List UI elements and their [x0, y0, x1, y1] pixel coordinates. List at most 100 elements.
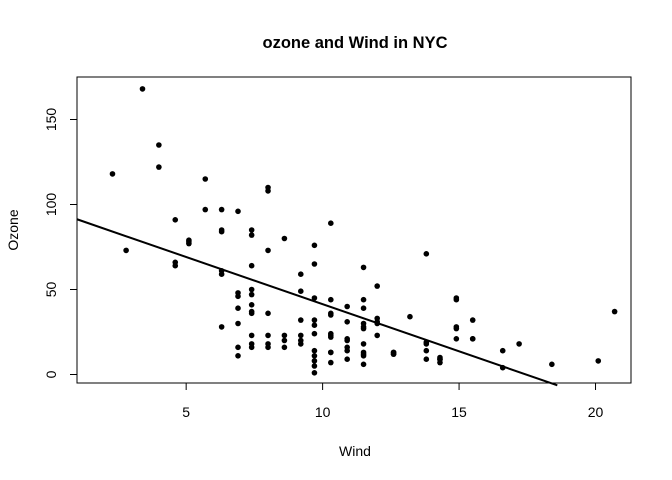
- data-point: [423, 341, 430, 347]
- data-point: [297, 271, 304, 278]
- data-point: [360, 320, 367, 327]
- data-point: [469, 317, 476, 323]
- y-tick-label: 150: [43, 108, 59, 132]
- data-point: [360, 341, 367, 347]
- data-point: [265, 184, 271, 191]
- x-tick-label: 15: [451, 404, 467, 420]
- data-point: [311, 295, 318, 301]
- data-point: [265, 310, 271, 317]
- data-point: [235, 305, 241, 312]
- data-point: [360, 325, 367, 332]
- data-point: [453, 336, 460, 342]
- data-point: [248, 341, 255, 347]
- y-tick-label: 100: [43, 193, 59, 217]
- data-point: [218, 324, 225, 330]
- data-point: [248, 291, 255, 298]
- x-axis-label: Wind: [339, 443, 371, 459]
- data-point: [248, 302, 255, 308]
- data-point: [311, 261, 318, 267]
- y-axis-label: Ozone: [5, 209, 21, 250]
- data-point: [328, 349, 334, 356]
- data-point: [360, 264, 367, 271]
- data-point: [407, 313, 413, 320]
- data-point: [235, 208, 241, 215]
- data-point: [311, 363, 318, 369]
- data-point: [374, 283, 380, 289]
- data-point: [297, 317, 304, 323]
- data-point: [235, 344, 241, 351]
- data-point: [297, 337, 304, 344]
- data-point: [311, 353, 318, 359]
- data-point: [595, 358, 602, 364]
- data-point: [248, 286, 255, 293]
- data-point: [265, 332, 271, 339]
- x-tick-label: 10: [315, 404, 331, 420]
- data-point: [235, 320, 241, 327]
- data-point: [516, 341, 522, 347]
- data-point: [281, 337, 288, 344]
- regression-line: [76, 218, 558, 387]
- data-point: [202, 176, 209, 182]
- data-point: [453, 296, 460, 303]
- data-point: [311, 322, 318, 329]
- data-point: [360, 296, 367, 303]
- data-point: [437, 356, 443, 363]
- data-point: [499, 347, 506, 354]
- data-point: [423, 347, 430, 354]
- data-point: [344, 336, 350, 342]
- data-point: [469, 336, 476, 342]
- data-point: [281, 235, 288, 242]
- data-point: [311, 242, 318, 249]
- data-point: [218, 206, 225, 213]
- data-point: [344, 303, 350, 310]
- data-point: [328, 330, 334, 337]
- y-axis: 0 50 100 150: [43, 108, 78, 378]
- data-point: [156, 142, 162, 148]
- data-point: [344, 356, 350, 363]
- data-point: [311, 317, 318, 323]
- data-point: [311, 370, 318, 376]
- data-point: [123, 247, 129, 254]
- data-point: [248, 262, 255, 269]
- data-point: [360, 349, 367, 356]
- data-point: [265, 341, 271, 347]
- data-point: [328, 296, 334, 303]
- data-point: [265, 247, 271, 254]
- data-point: [281, 332, 288, 339]
- y-tick-label: 50: [43, 282, 59, 298]
- data-point: [311, 347, 318, 354]
- data-point: [156, 164, 162, 170]
- data-point: [172, 259, 179, 266]
- data-point: [172, 217, 179, 223]
- data-point: [248, 232, 255, 238]
- x-tick-label: 5: [182, 404, 190, 420]
- data-point: [218, 271, 225, 278]
- y-tick-label: 0: [43, 370, 59, 378]
- data-point: [235, 353, 241, 359]
- data-point: [328, 310, 334, 317]
- data-point: [328, 220, 334, 226]
- data-point: [360, 361, 367, 368]
- x-axis: 5 10 15 20: [182, 382, 604, 420]
- data-point: [360, 305, 367, 312]
- data-point: [311, 330, 318, 337]
- data-point: [374, 332, 380, 339]
- data-point: [218, 227, 225, 233]
- data-point: [423, 251, 430, 257]
- data-point: [202, 206, 209, 213]
- data-point: [109, 171, 116, 177]
- data-point: [328, 359, 334, 366]
- data-point: [344, 344, 350, 351]
- data-point: [248, 310, 255, 317]
- data-point: [453, 324, 460, 330]
- data-point: [344, 319, 350, 325]
- data-point: [611, 308, 618, 315]
- chart-title: ozone and Wind in NYC: [262, 34, 447, 52]
- data-point: [423, 356, 430, 363]
- data-point: [235, 293, 241, 300]
- data-point: [248, 332, 255, 339]
- data-point: [297, 288, 304, 295]
- data-point: [549, 361, 555, 368]
